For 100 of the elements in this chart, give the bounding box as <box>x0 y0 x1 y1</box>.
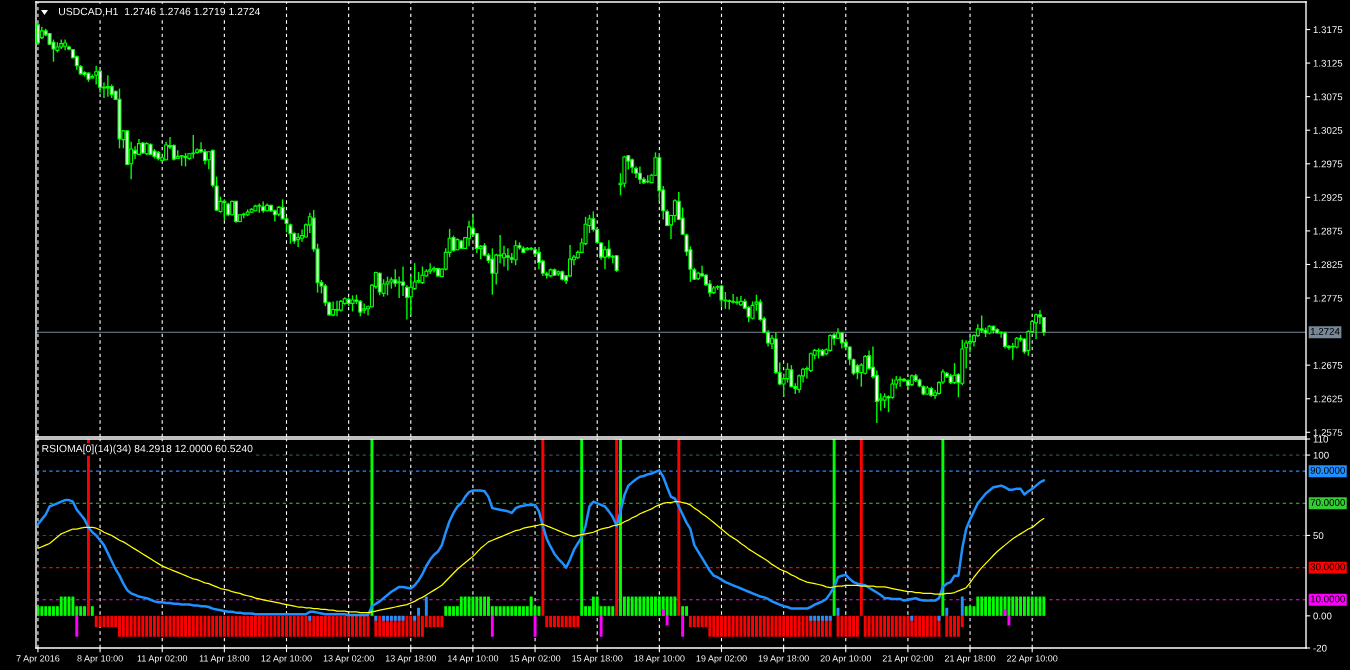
chart-title: USDCAD,H1 1.2746 1.2746 1.2719 1.2724 <box>59 7 261 17</box>
bar <box>883 615 887 637</box>
y-tick-label: 50 <box>1313 532 1324 540</box>
bar <box>180 615 184 637</box>
bar <box>580 439 584 616</box>
bar <box>312 615 316 637</box>
bar <box>646 596 650 616</box>
candlestick <box>505 247 510 272</box>
x-tick-label: 11 Apr 02:00 <box>137 655 188 664</box>
bar <box>432 615 436 628</box>
bar <box>366 615 370 637</box>
bar <box>230 615 234 637</box>
ref-line-label: 70.0000 <box>1310 499 1345 506</box>
bar <box>681 615 685 637</box>
bar <box>1011 596 1015 616</box>
bar <box>358 615 362 637</box>
bar <box>630 596 634 616</box>
bar <box>1015 596 1019 616</box>
bar <box>1007 596 1011 616</box>
bar <box>774 615 778 637</box>
bar <box>758 615 762 637</box>
bar <box>910 615 914 621</box>
bar <box>413 615 417 621</box>
bar <box>867 615 871 637</box>
bar <box>362 615 366 637</box>
bar <box>599 615 603 637</box>
bar <box>743 615 747 637</box>
bar <box>929 615 933 637</box>
bar <box>347 615 351 637</box>
bar <box>75 615 79 637</box>
bar <box>1034 596 1038 616</box>
bar <box>723 615 727 637</box>
bar <box>572 615 576 628</box>
candlestick <box>362 302 367 315</box>
bar <box>118 615 121 637</box>
bar <box>762 615 766 637</box>
bar <box>960 596 964 616</box>
bar <box>956 615 960 637</box>
bar <box>817 615 821 621</box>
bar <box>106 615 110 628</box>
bar <box>226 615 230 637</box>
bar <box>339 615 343 637</box>
bar <box>945 607 949 616</box>
y-tick-label: 1.3075 <box>1313 93 1343 101</box>
x-tick-label: 19 Apr 02:00 <box>696 655 747 664</box>
bar <box>941 439 945 616</box>
bar <box>199 615 203 637</box>
bar <box>52 606 55 616</box>
y-tick-label: 1.2775 <box>1313 294 1343 302</box>
y-tick-label: 1.2825 <box>1313 261 1343 269</box>
bar <box>59 596 63 616</box>
bar <box>681 606 685 616</box>
bar <box>875 615 879 637</box>
y-tick-label: 1.2975 <box>1313 160 1343 168</box>
bar <box>537 606 541 616</box>
candlestick <box>300 228 305 243</box>
bar <box>222 615 226 637</box>
candlestick <box>1034 312 1039 340</box>
bar <box>424 596 428 616</box>
bar <box>863 615 867 637</box>
bar <box>203 615 207 637</box>
chart-title: RSIOMA[0](14)(34) 84.2918 12.0000 60.5240 <box>42 444 253 455</box>
x-tick-label: 21 Apr 18:00 <box>944 655 996 664</box>
candlestick <box>272 208 277 223</box>
bar <box>79 606 83 616</box>
bar <box>323 615 327 637</box>
bar <box>417 615 421 637</box>
bar <box>813 615 817 621</box>
x-tick-label: 8 Apr 10:00 <box>77 655 123 664</box>
bar <box>448 606 452 616</box>
bar <box>215 615 219 637</box>
y-tick-label: 100 <box>1313 451 1329 459</box>
bar <box>654 596 657 616</box>
bar <box>428 615 432 628</box>
bar <box>657 596 661 616</box>
bar <box>63 596 67 616</box>
x-tick-label: 7 Apr 2016 <box>16 655 60 664</box>
candlestick <box>397 275 402 299</box>
ref-line-label: 90.0000 <box>1310 466 1345 474</box>
bar <box>71 596 75 616</box>
bar <box>238 615 242 637</box>
bar <box>242 615 246 637</box>
bar <box>83 606 86 616</box>
bar <box>1007 615 1011 626</box>
bar <box>327 615 331 637</box>
bar <box>665 615 669 626</box>
bar <box>409 615 413 637</box>
bar <box>949 615 953 637</box>
x-tick-label: 22 Apr 10:00 <box>1007 655 1058 664</box>
bar <box>164 615 168 637</box>
ref-line-label: 1.2724 <box>1310 328 1340 335</box>
bar <box>809 615 813 621</box>
bar <box>417 607 421 616</box>
candlestick <box>719 284 724 308</box>
bar <box>277 615 281 637</box>
bar <box>386 615 389 621</box>
bar <box>918 615 922 637</box>
bar <box>498 606 502 616</box>
bar <box>463 596 467 616</box>
bar <box>976 596 980 616</box>
